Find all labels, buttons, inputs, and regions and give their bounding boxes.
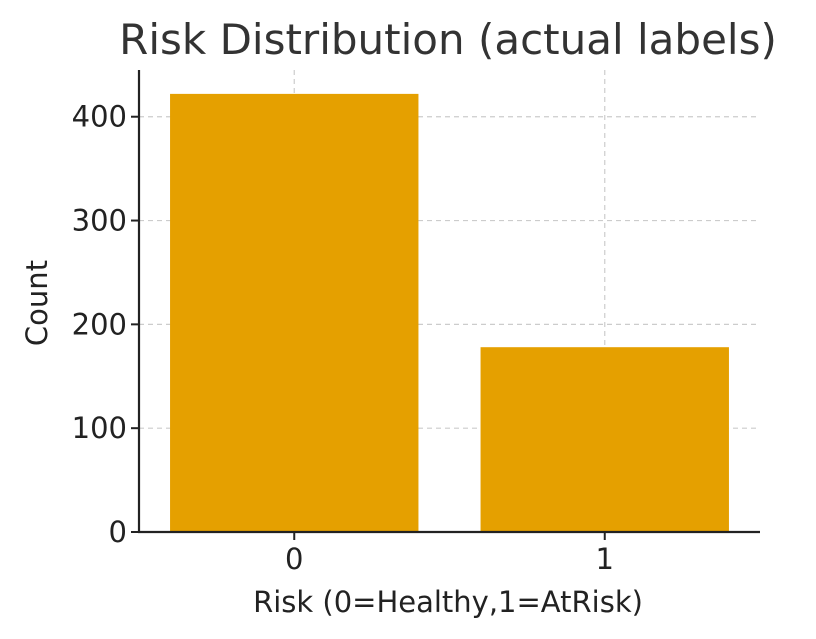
y-tick-label: 200 xyxy=(72,307,127,341)
y-axis-label: Count xyxy=(20,260,54,346)
y-ticks: 0 100 200 300 400 xyxy=(72,100,139,549)
y-tick-label: 400 xyxy=(72,100,127,134)
x-axis-label: Risk (0=Healthy,1=AtRisk) xyxy=(253,585,643,619)
bar xyxy=(170,93,419,532)
bar xyxy=(480,347,729,532)
x-tick-label: 0 xyxy=(285,542,303,576)
x-tick-label: 1 xyxy=(596,542,614,576)
y-tick-label: 0 xyxy=(109,515,127,549)
y-tick-label: 100 xyxy=(72,411,127,445)
axes xyxy=(137,70,760,534)
chart-title: Risk Distribution (actual labels) xyxy=(119,15,777,64)
y-tick-label: 300 xyxy=(72,204,127,238)
bars xyxy=(170,93,729,532)
